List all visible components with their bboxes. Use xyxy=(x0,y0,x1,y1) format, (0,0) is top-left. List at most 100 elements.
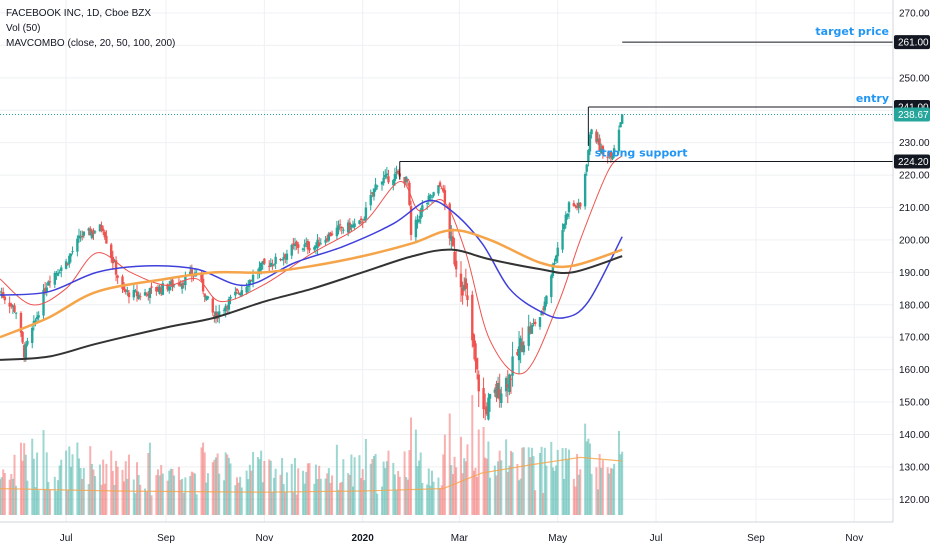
candle xyxy=(250,279,253,282)
volume-bar xyxy=(498,450,501,515)
volume-bar xyxy=(474,467,477,515)
volume-indicator-line: Vol (50) xyxy=(6,23,41,34)
candle-body xyxy=(488,394,492,399)
volume-bar xyxy=(235,477,238,515)
candle-body xyxy=(575,206,579,209)
volume-bar xyxy=(166,480,169,515)
candle-body xyxy=(371,192,374,195)
volume-bar xyxy=(290,463,293,515)
candle xyxy=(395,165,398,179)
candle xyxy=(620,113,624,125)
volume-bar xyxy=(601,460,604,515)
volume-bar xyxy=(71,454,74,515)
candle xyxy=(66,262,69,266)
volume-bar xyxy=(497,461,500,515)
candle xyxy=(324,236,327,247)
candle-body xyxy=(82,231,86,236)
price-tick-label: 270.00 xyxy=(899,8,930,19)
volume-bar xyxy=(442,454,445,515)
volume-bar xyxy=(160,465,163,515)
candle-body xyxy=(55,272,58,275)
candle-body xyxy=(443,190,447,205)
volume-bar xyxy=(516,463,519,515)
volume-bar xyxy=(374,453,377,515)
volume-bar xyxy=(127,454,130,515)
candle-body xyxy=(319,243,322,245)
volume-bar xyxy=(487,441,490,515)
time-tick-label: Sep xyxy=(747,533,765,544)
candle xyxy=(11,304,15,314)
candle xyxy=(317,237,321,247)
volume-bar xyxy=(521,447,524,515)
volume-bar xyxy=(385,461,388,515)
volume-bar xyxy=(65,450,68,515)
volume-bar xyxy=(331,475,334,515)
volume-bar xyxy=(190,471,193,515)
volume-bar xyxy=(522,447,525,515)
volume-bar xyxy=(426,484,429,515)
grid xyxy=(0,0,893,522)
candle-body xyxy=(482,387,485,410)
candle xyxy=(556,242,559,264)
volume-bar xyxy=(371,458,374,515)
candle xyxy=(87,227,90,236)
candle-body xyxy=(56,273,60,276)
candle-body xyxy=(14,312,18,314)
volume-bar xyxy=(182,492,185,515)
volume-bar xyxy=(555,465,558,515)
candle xyxy=(550,273,553,304)
price-tick-label: 210.00 xyxy=(899,203,930,214)
candle-body xyxy=(3,296,7,301)
candle-body xyxy=(285,253,289,260)
candle xyxy=(303,239,306,252)
candle-body xyxy=(68,255,71,265)
candle-body xyxy=(498,389,501,400)
candle-body xyxy=(69,253,73,257)
candle-body xyxy=(76,238,79,252)
candle xyxy=(148,287,152,304)
candle xyxy=(574,204,577,209)
volume-bar xyxy=(471,395,474,515)
candle-body xyxy=(227,298,231,310)
volume-bar xyxy=(313,483,316,515)
candle-body xyxy=(305,242,308,245)
candle-body xyxy=(451,236,455,246)
time-tick-label: 2020 xyxy=(352,533,375,544)
volume-bar xyxy=(134,493,137,515)
candle-body xyxy=(77,235,81,239)
volume-bar xyxy=(181,478,184,515)
candle-body xyxy=(92,230,95,234)
candle xyxy=(488,393,492,412)
price-axis[interactable]: 120.00 130.00 140.00 150.00 160.00 170.00 180.… xyxy=(892,0,932,550)
candle xyxy=(498,373,501,408)
volume-bar xyxy=(617,430,620,515)
price-tag-224-20: 224.20 xyxy=(894,154,930,169)
candle xyxy=(496,376,500,399)
volume-bar xyxy=(421,482,424,515)
ma-indicator-line: MAVCOMBO (close, 20, 50, 100, 200) xyxy=(6,38,176,49)
candle xyxy=(335,220,339,240)
candle-body xyxy=(437,185,440,194)
volume-bar xyxy=(538,452,541,515)
price-tick-label: 150.00 xyxy=(899,398,930,409)
volume-bar xyxy=(530,447,533,515)
volume-bar xyxy=(392,462,395,515)
candle xyxy=(0,287,3,299)
candle xyxy=(31,326,34,349)
candle-body xyxy=(532,322,535,325)
candle xyxy=(98,223,102,233)
candle xyxy=(493,387,497,397)
candle xyxy=(442,184,445,193)
time-tick-label: May xyxy=(548,533,567,544)
candle xyxy=(263,258,266,266)
volume-bar xyxy=(53,476,56,515)
time-axis[interactable]: Jul Sep Nov 2020 Mar May Jul Sep Nov xyxy=(0,521,932,550)
volume-bar xyxy=(136,462,139,515)
candle-body xyxy=(234,291,237,296)
candle xyxy=(601,144,605,159)
volume-bar xyxy=(463,458,466,515)
candle xyxy=(56,269,60,277)
candle xyxy=(532,318,535,327)
candle-body xyxy=(393,173,397,181)
